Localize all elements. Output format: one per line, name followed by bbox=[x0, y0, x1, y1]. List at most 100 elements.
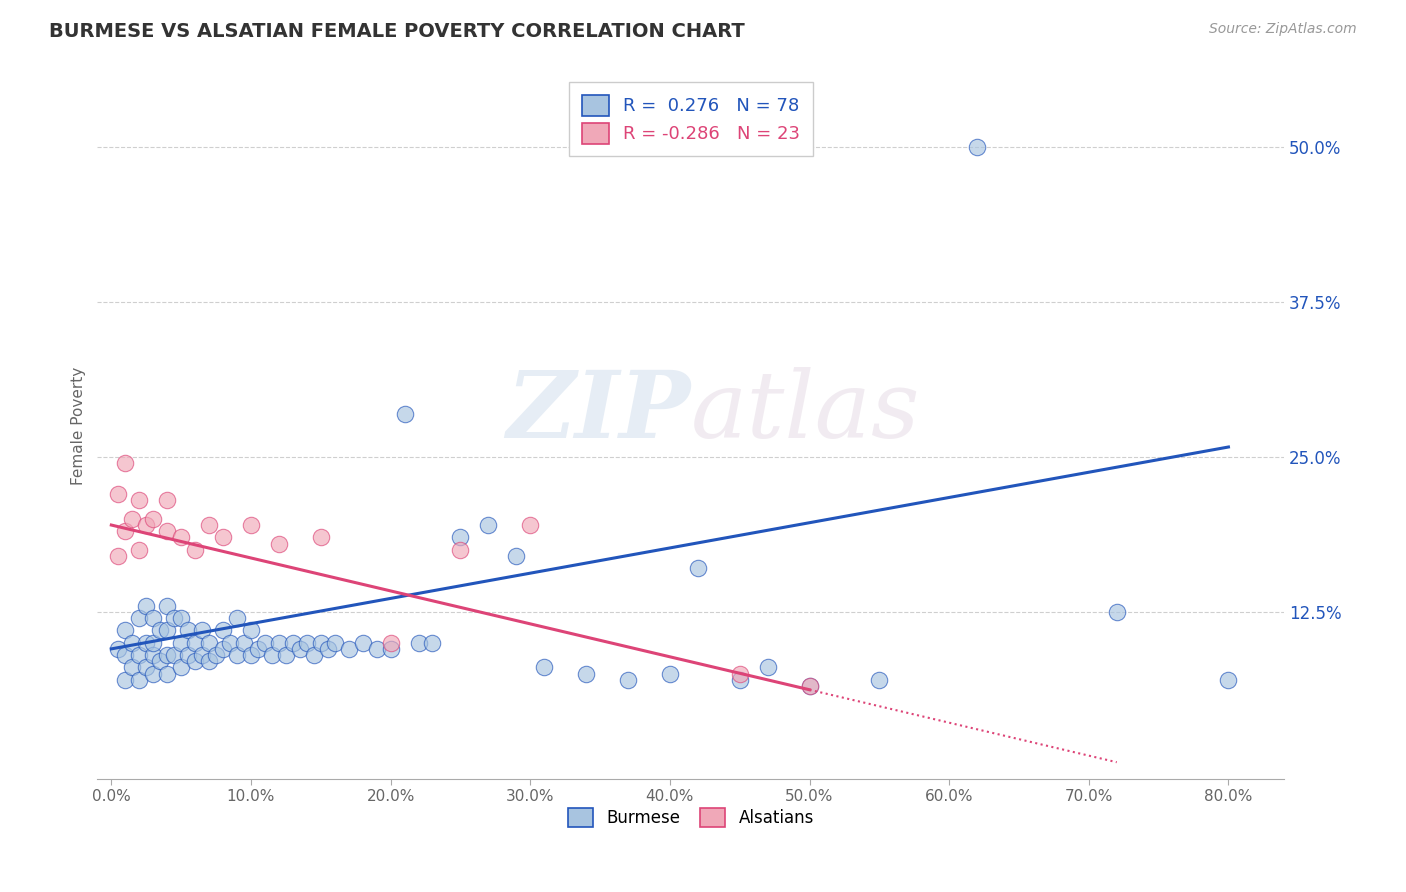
Point bbox=[156, 524, 179, 539]
Point bbox=[177, 648, 200, 662]
Point bbox=[135, 518, 157, 533]
Point bbox=[156, 599, 179, 613]
Point bbox=[226, 611, 249, 625]
Point bbox=[288, 641, 311, 656]
Point bbox=[380, 635, 402, 649]
Point bbox=[135, 660, 157, 674]
Point bbox=[128, 542, 150, 557]
Point bbox=[114, 648, 136, 662]
Point bbox=[477, 518, 499, 533]
Point bbox=[212, 530, 235, 544]
Point bbox=[170, 611, 193, 625]
Point bbox=[149, 624, 172, 638]
Point bbox=[156, 624, 179, 638]
Point bbox=[170, 635, 193, 649]
Point bbox=[408, 635, 430, 649]
Point bbox=[239, 648, 262, 662]
Point bbox=[163, 648, 186, 662]
Point bbox=[337, 641, 360, 656]
Point bbox=[1218, 673, 1240, 687]
Point bbox=[107, 487, 129, 501]
Point bbox=[686, 561, 709, 575]
Point bbox=[239, 624, 262, 638]
Point bbox=[142, 635, 165, 649]
Point bbox=[239, 518, 262, 533]
Point bbox=[658, 666, 681, 681]
Text: atlas: atlas bbox=[690, 367, 921, 457]
Point bbox=[163, 611, 186, 625]
Point bbox=[533, 660, 555, 674]
Point bbox=[128, 648, 150, 662]
Point bbox=[156, 648, 179, 662]
Point bbox=[135, 599, 157, 613]
Point bbox=[114, 624, 136, 638]
Point bbox=[184, 654, 207, 668]
Point bbox=[191, 648, 214, 662]
Point bbox=[449, 530, 471, 544]
Point bbox=[366, 641, 388, 656]
Point bbox=[198, 518, 221, 533]
Point bbox=[149, 654, 172, 668]
Point bbox=[274, 648, 297, 662]
Point bbox=[267, 635, 290, 649]
Point bbox=[323, 635, 346, 649]
Point bbox=[142, 666, 165, 681]
Point bbox=[281, 635, 304, 649]
Point bbox=[107, 641, 129, 656]
Point bbox=[121, 512, 143, 526]
Point bbox=[128, 493, 150, 508]
Point bbox=[191, 624, 214, 638]
Point bbox=[728, 673, 751, 687]
Point bbox=[1105, 605, 1128, 619]
Point bbox=[121, 635, 143, 649]
Point bbox=[219, 635, 242, 649]
Point bbox=[799, 679, 821, 693]
Point bbox=[114, 673, 136, 687]
Text: ZIP: ZIP bbox=[506, 367, 690, 457]
Point bbox=[184, 635, 207, 649]
Point bbox=[198, 654, 221, 668]
Point bbox=[253, 635, 276, 649]
Point bbox=[617, 673, 640, 687]
Point bbox=[575, 666, 598, 681]
Point bbox=[267, 536, 290, 550]
Point bbox=[799, 679, 821, 693]
Point bbox=[966, 140, 988, 154]
Point bbox=[394, 407, 416, 421]
Point bbox=[205, 648, 228, 662]
Point bbox=[170, 660, 193, 674]
Text: BURMESE VS ALSATIAN FEMALE POVERTY CORRELATION CHART: BURMESE VS ALSATIAN FEMALE POVERTY CORRE… bbox=[49, 22, 745, 41]
Point bbox=[212, 624, 235, 638]
Point bbox=[114, 456, 136, 470]
Point bbox=[128, 611, 150, 625]
Point bbox=[121, 660, 143, 674]
Point bbox=[177, 624, 200, 638]
Point bbox=[449, 542, 471, 557]
Point bbox=[309, 635, 332, 649]
Point bbox=[135, 635, 157, 649]
Point bbox=[352, 635, 374, 649]
Point bbox=[868, 673, 890, 687]
Point bbox=[422, 635, 444, 649]
Point bbox=[260, 648, 283, 662]
Point bbox=[316, 641, 339, 656]
Point bbox=[107, 549, 129, 563]
Point bbox=[505, 549, 527, 563]
Point bbox=[142, 611, 165, 625]
Point bbox=[114, 524, 136, 539]
Point bbox=[756, 660, 779, 674]
Point bbox=[295, 635, 318, 649]
Point bbox=[380, 641, 402, 656]
Point bbox=[128, 673, 150, 687]
Point bbox=[302, 648, 325, 662]
Point bbox=[309, 530, 332, 544]
Point bbox=[184, 542, 207, 557]
Point bbox=[233, 635, 256, 649]
Point bbox=[142, 648, 165, 662]
Text: Source: ZipAtlas.com: Source: ZipAtlas.com bbox=[1209, 22, 1357, 37]
Point bbox=[728, 666, 751, 681]
Point bbox=[142, 512, 165, 526]
Legend: Burmese, Alsatians: Burmese, Alsatians bbox=[561, 802, 821, 834]
Point bbox=[246, 641, 269, 656]
Point bbox=[198, 635, 221, 649]
